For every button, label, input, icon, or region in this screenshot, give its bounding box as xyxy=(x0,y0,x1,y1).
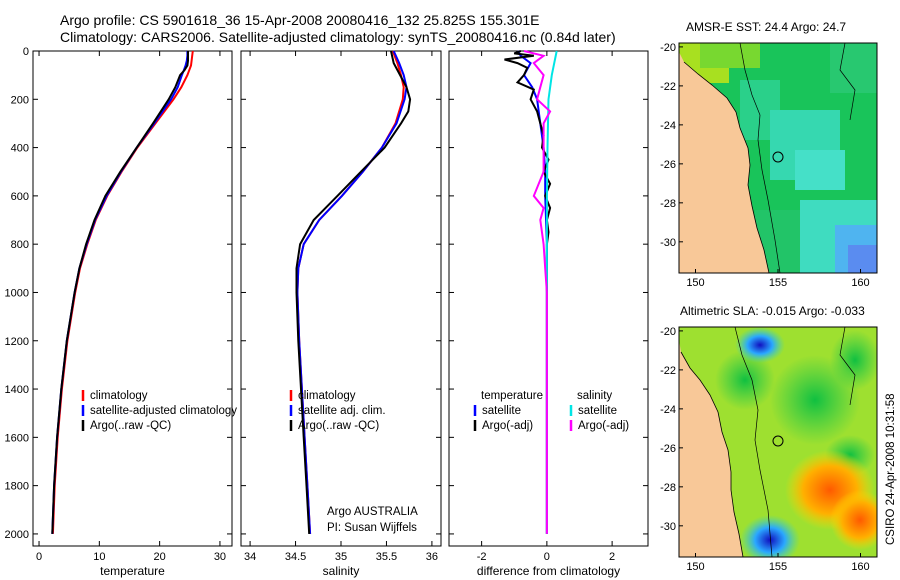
map-y-tick-label: -24 xyxy=(660,120,676,132)
x-tick-label: 2 xyxy=(609,551,615,563)
x-tick-label: 10 xyxy=(93,551,105,563)
map-y-tick-label: -26 xyxy=(660,159,676,171)
map-y-tick-label: -28 xyxy=(660,482,676,494)
sla-map-title: Altimetric SLA: -0.015 Argo: -0.033 xyxy=(680,304,865,318)
sla-coastline xyxy=(680,351,744,557)
sst-map-title: AMSR-E SST: 24.4 Argo: 24.7 xyxy=(686,20,846,34)
sla-map-axes: 150 155 160 -20 -22 -24 -26 -28 -30 xyxy=(660,326,870,573)
map-x-tick-label: 160 xyxy=(851,561,869,573)
sla-float-marker xyxy=(772,435,784,447)
y-tick-label: 200 xyxy=(11,94,29,106)
sst-coastline xyxy=(683,61,770,273)
y-tick-label: 600 xyxy=(11,191,29,203)
sst-map-axes: 150 155 160 -20 -22 -24 -26 -28 -30 xyxy=(660,42,870,289)
sst-contour xyxy=(839,43,856,121)
sla-contour xyxy=(839,327,856,406)
x-tick-label: 35.5 xyxy=(376,551,397,563)
x-tick-label: 36 xyxy=(426,551,438,563)
legend-label: Argo(..raw -QC) xyxy=(298,420,379,432)
sst-patch xyxy=(830,43,877,93)
argo-line xyxy=(295,50,412,534)
y-tick-label: 400 xyxy=(11,143,29,155)
y-tick-label: 1200 xyxy=(5,336,29,348)
map-y-tick-label: -22 xyxy=(660,365,676,377)
temperature-panel: 0 10 20 30 0 200 400 600 800 1000 1200 1400 1600 1800… xyxy=(5,46,238,578)
map-y-tick-label: -30 xyxy=(660,237,676,249)
legend-label: Argo(-adj) xyxy=(578,420,629,432)
sla-patch xyxy=(715,350,775,410)
sal-argo-diff-line xyxy=(523,50,552,534)
map-y-tick-label: -20 xyxy=(660,42,676,54)
x-tick-label: 20 xyxy=(154,551,166,563)
sst-map xyxy=(679,43,877,273)
y-tick-label: 800 xyxy=(11,239,29,251)
sla-land xyxy=(679,327,743,557)
salinity-panel: 34 34.5 35 35.5 36 salinity climatology satelli… xyxy=(240,50,442,578)
legend-label: satellite xyxy=(578,405,617,417)
map-y-tick-label: -30 xyxy=(660,521,676,533)
argo-line xyxy=(51,51,189,534)
x-tick-label: 34 xyxy=(244,551,256,563)
sla-patch xyxy=(830,490,877,550)
legend-label: satellite-adjusted climatology xyxy=(90,405,237,417)
map-y-tick-label: -28 xyxy=(660,198,676,210)
map-y-tick-label: -20 xyxy=(660,326,676,338)
y-tick-label: 2000 xyxy=(5,529,29,541)
map-y-tick-label: -26 xyxy=(660,443,676,455)
plot-frame xyxy=(32,50,233,547)
sst-float-marker xyxy=(772,151,784,163)
x-axis-label: difference from climatology xyxy=(477,564,620,578)
sla-map xyxy=(679,327,877,557)
figure-title-line2: Climatology: CARS2006. Satellite-adjuste… xyxy=(60,29,616,45)
map-x-tick-label: 150 xyxy=(686,277,704,289)
sla-contour xyxy=(734,327,773,557)
y-tick-label: 0 xyxy=(23,46,29,58)
y-tick-label: 1600 xyxy=(5,432,29,444)
legend-group-title: salinity xyxy=(577,390,612,402)
legend-group-title: temperature xyxy=(481,390,543,402)
x-tick-label: 35 xyxy=(335,551,347,563)
pi-label: PI: Susan Wijffels xyxy=(327,522,417,534)
y-tick-label: 1400 xyxy=(5,384,29,396)
y-tick-label: 1800 xyxy=(5,481,29,493)
x-tick-label: 34.5 xyxy=(285,551,306,563)
sst-land xyxy=(679,43,769,273)
y-tick-label: 1000 xyxy=(5,287,29,299)
x-axis-label: temperature xyxy=(100,564,165,578)
sst-patch xyxy=(700,43,760,68)
legend-label: climatology xyxy=(90,390,148,402)
map-y-tick-label: -24 xyxy=(660,404,676,416)
sla-patch xyxy=(735,327,785,363)
figure-title-line1: Argo profile: CS 5901618_36 15-Apr-2008 … xyxy=(60,12,540,28)
map-x-tick-label: 160 xyxy=(851,277,869,289)
legend-label: Argo(..raw -QC) xyxy=(90,420,171,432)
argo-org-label: Argo AUSTRALIA xyxy=(327,506,418,518)
sst-patch xyxy=(848,245,877,273)
map-y-tick-label: -22 xyxy=(660,81,676,93)
map-x-tick-label: 155 xyxy=(769,277,787,289)
x-tick-label: 0 xyxy=(36,551,42,563)
x-tick-label: -2 xyxy=(477,551,487,563)
map-x-tick-label: 150 xyxy=(686,561,704,573)
sst-contour xyxy=(739,43,781,273)
legend-label: climatology xyxy=(298,390,356,402)
legend-label: Argo(-adj) xyxy=(482,420,533,432)
map-x-tick-label: 155 xyxy=(769,561,787,573)
sst-patch xyxy=(795,150,845,190)
x-axis-label: salinity xyxy=(323,564,360,578)
x-tick-label: 30 xyxy=(214,551,226,563)
plot-frame xyxy=(240,50,442,547)
legend-label: satellite xyxy=(482,405,521,417)
sla-patch xyxy=(830,330,877,390)
credit-label: CSIRO 24-Apr-2008 10:31:58 xyxy=(885,393,897,545)
x-tick-label: 0 xyxy=(544,551,550,563)
legend-label: satellite adj. clim. xyxy=(298,405,386,417)
